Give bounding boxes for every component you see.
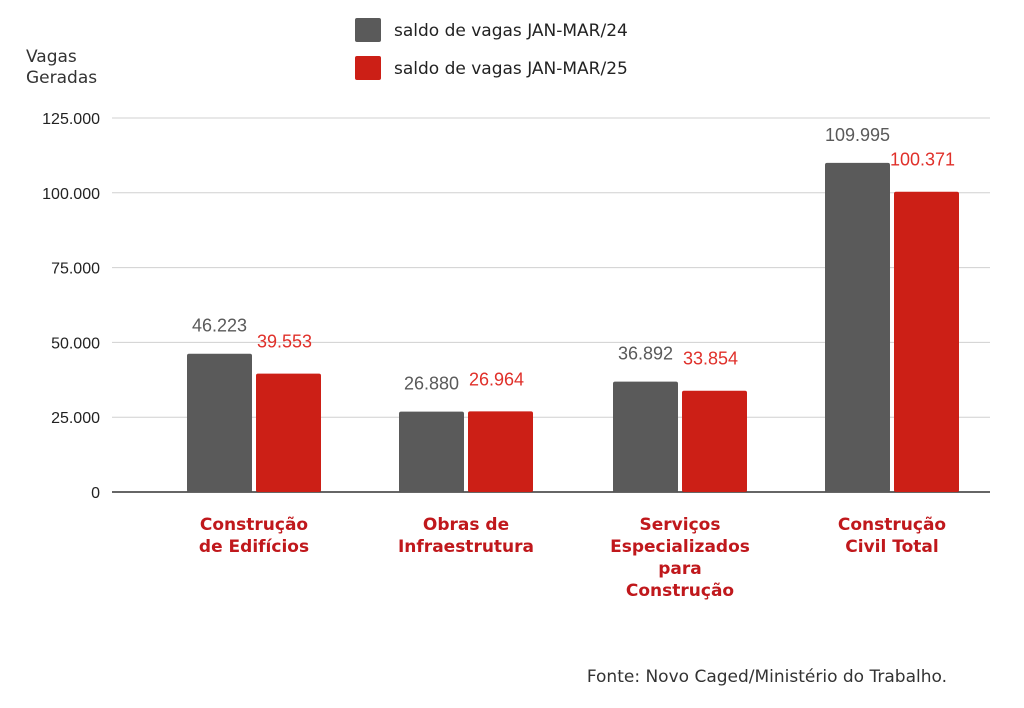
legend-swatch (355, 18, 381, 42)
y-axis-label-line: Vagas (26, 47, 77, 67)
data-label: 46.223 (192, 316, 247, 336)
data-label: 33.854 (683, 349, 738, 369)
bar-jan-mar-25 (682, 390, 747, 492)
y-tick-label: 25.000 (51, 410, 100, 427)
data-label: 109.995 (825, 125, 890, 145)
y-tick-label: 50.000 (51, 335, 100, 352)
data-label: 36.892 (618, 344, 673, 364)
category-label: Construção de Edifícios (199, 515, 309, 557)
data-label: 26.964 (469, 369, 524, 389)
y-axis-label-line: Geradas (26, 68, 97, 88)
data-labels: 46.223 39.553 26.880 26.964 36.892 33.854 109.… (192, 125, 955, 394)
source-note: Fonte: Novo Caged/Ministério do Trabalho… (587, 667, 947, 687)
y-tick-label: 0 (91, 485, 100, 502)
legend-swatch (355, 56, 381, 80)
bar-jan-mar-25 (894, 191, 959, 492)
category-label: Obras de Infraestrutura (398, 515, 534, 557)
category-label: Serviços Especializados para Construção (610, 515, 750, 601)
data-label: 100.371 (890, 150, 955, 170)
bar-jan-mar-24 (825, 162, 890, 492)
y-tick-label: 125.000 (42, 111, 100, 128)
y-tick-label: 75.000 (51, 261, 100, 278)
y-tick-labels: 0 25.000 50.000 75.000 100.000 125.000 (42, 111, 100, 502)
category-label: Construção Civil Total (838, 515, 946, 557)
data-label: 39.553 (257, 332, 312, 352)
bar-jan-mar-24 (187, 353, 252, 492)
legend: saldo de vagas JAN-MAR/24 saldo de vagas … (355, 18, 628, 80)
legend-label: saldo de vagas JAN-MAR/24 (394, 21, 628, 41)
bar-jan-mar-25 (468, 411, 533, 492)
bar-jan-mar-25 (256, 373, 321, 492)
bar-jan-mar-24 (399, 411, 464, 492)
legend-label: saldo de vagas JAN-MAR/25 (394, 59, 628, 79)
bars (187, 162, 959, 492)
y-axis-label: Vagas Geradas (26, 47, 97, 88)
y-tick-label: 100.000 (42, 186, 100, 203)
data-label: 26.880 (404, 374, 459, 394)
bar-jan-mar-24 (613, 381, 678, 492)
category-labels: Construção de Edifícios Obras de Infraestru… (199, 515, 946, 601)
